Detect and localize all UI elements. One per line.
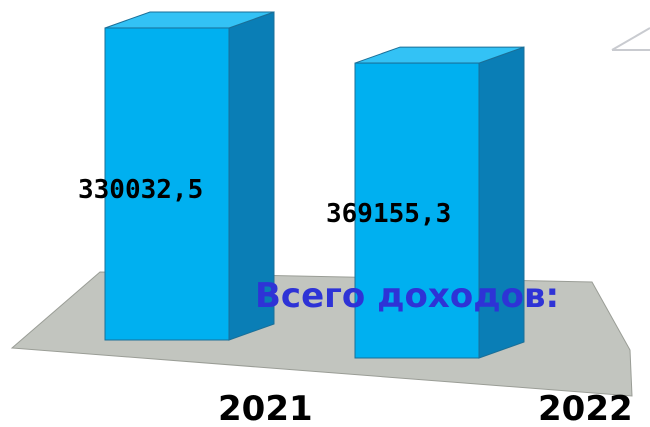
bar-front-2022 bbox=[354, 62, 480, 359]
data-label-2021: 330032,5 bbox=[78, 175, 203, 205]
bar-front-2021 bbox=[104, 27, 230, 341]
x-tick-label-2021: 2021 bbox=[218, 389, 313, 427]
data-label-2022: 369155,3 bbox=[326, 199, 451, 229]
bars-group bbox=[104, 11, 525, 359]
series-label: Всего доходов: bbox=[255, 276, 559, 316]
chart-wall-edge bbox=[611, 27, 650, 51]
bar-2022 bbox=[354, 46, 525, 359]
x-tick-label-2022: 2022 bbox=[538, 389, 633, 427]
bar-2021 bbox=[104, 11, 275, 341]
